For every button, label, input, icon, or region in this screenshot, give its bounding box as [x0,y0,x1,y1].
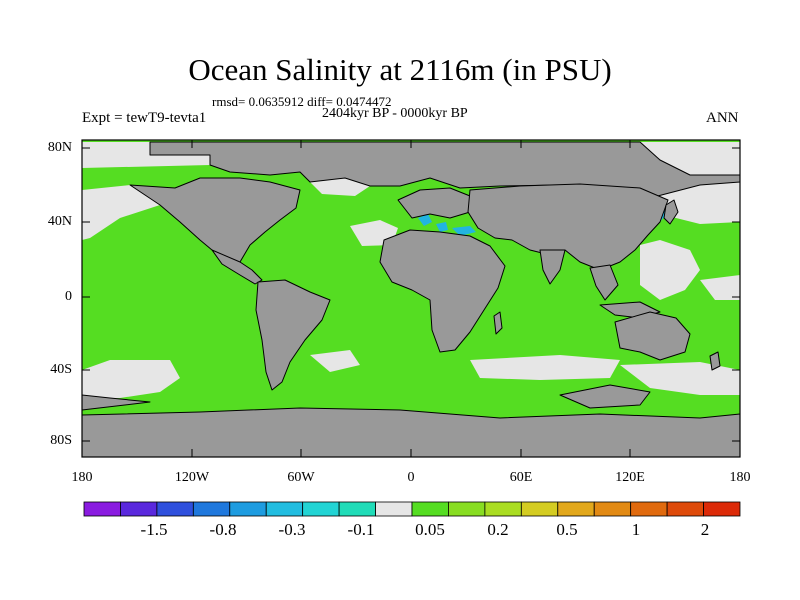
colorbar-swatch [229,501,267,517]
south-america [255,279,331,391]
colorbar-label: -1.5 [140,520,168,539]
colorbar-swatch [83,501,121,517]
x-tick-60e: 60E [509,470,533,485]
near-zero-regions [82,142,740,400]
australia [614,311,691,361]
colorbar-swatch [265,501,304,517]
y-tick-40n: 40N [47,214,72,229]
x-tick-120w: 120W [174,470,210,485]
x-tick-0: 0 [407,470,415,485]
colorbar-swatch [520,501,559,517]
x-tick-180e: 180 [729,470,751,485]
y-tick-0: 0 [65,289,72,304]
axis-ticks [81,140,741,457]
north-america [129,177,301,263]
colorbar-swatch [156,501,194,517]
colorbar-swatch [630,501,668,517]
africa [379,229,506,353]
colorbar-label: 0.2 [487,520,509,539]
x-tick-120e: 120E [615,470,645,485]
colorbar-swatch [302,501,340,517]
x-tick-60w: 60W [287,470,315,485]
stats-label: rmsd= 0.0635912 diff= 0.0474472 [212,94,392,109]
y-tick-80n: 80N [47,140,72,155]
colorbar-label: -0.3 [278,520,306,539]
colorbar-swatch [411,501,449,517]
colorbar-label: 0.5 [556,520,578,539]
colorbar-swatch [448,501,486,517]
colorbar-swatch [338,501,376,517]
colorbar-swatch [192,501,231,517]
land-masses [81,141,741,458]
y-tick-40s: 40S [50,362,72,377]
colorbar-label: 2 [700,520,710,539]
colorbar-swatch [375,501,413,517]
colorbar-swatch [557,501,595,517]
colorbar-swatch [593,501,632,517]
plot-title: Ocean Salinity at 2116m (in PSU) [188,52,612,87]
experiment-label: Expt = tewT9-tevta1 [82,110,207,126]
colorbar-label: -0.1 [347,520,375,539]
colorbar-swatch [666,501,704,517]
season-label: ANN [706,110,739,126]
colorbar [83,501,741,517]
colorbar-swatch [484,501,522,517]
colorbar-swatch [120,501,158,517]
period-label: 2404kyr BP - 0000kyr BP [322,106,468,121]
y-tick-80s: 80S [50,433,72,448]
colorbar-label: 0.05 [415,520,445,539]
x-tick-180w: 180 [71,470,93,485]
colorbar-label: -0.8 [209,520,237,539]
colorbar-label: 1 [631,520,641,539]
colorbar-swatch [703,501,741,517]
